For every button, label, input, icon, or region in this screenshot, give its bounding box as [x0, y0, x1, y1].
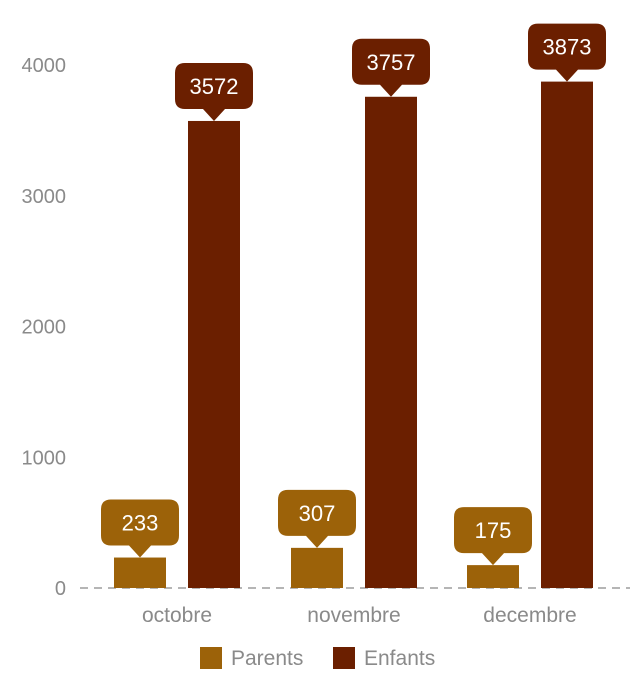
- legend-swatch: [200, 647, 222, 669]
- y-tick-label: 0: [55, 578, 66, 600]
- x-axis: octobre novembre decembre: [142, 604, 577, 627]
- legend-swatch: [333, 647, 355, 669]
- data-label: 175: [475, 518, 512, 543]
- data-labels: 233 307 175 3572 3757 3873: [101, 23, 606, 566]
- legend-label: Enfants: [364, 647, 435, 670]
- data-label: 3757: [367, 50, 416, 75]
- legend-label: Parents: [231, 647, 303, 670]
- x-tick-label: novembre: [307, 604, 400, 627]
- data-label-bubble: [278, 489, 356, 548]
- data-label-bubble: [101, 499, 179, 558]
- data-label-bubble: [528, 23, 606, 82]
- data-label: 3873: [543, 35, 592, 60]
- y-tick-label: 4000: [22, 55, 67, 77]
- bar-enfants-novembre: [365, 96, 417, 588]
- x-tick-label: octobre: [142, 604, 212, 627]
- data-label-bubble: [352, 38, 430, 97]
- x-tick-label: decembre: [483, 604, 576, 627]
- data-label: 233: [122, 511, 159, 536]
- bars: [114, 81, 593, 588]
- bar-enfants-octobre: [188, 120, 240, 588]
- y-tick-label: 3000: [22, 186, 67, 208]
- bar-parents-decembre: [467, 565, 519, 588]
- y-tick-label: 2000: [22, 317, 67, 339]
- bar-parents-novembre: [291, 547, 343, 588]
- data-label: 307: [299, 501, 336, 526]
- data-label-bubble: [175, 62, 253, 121]
- data-label-bubble: [454, 507, 532, 566]
- y-tick-label: 1000: [22, 447, 67, 469]
- bar-parents-octobre: [114, 557, 166, 588]
- bar-enfants-decembre: [541, 81, 593, 588]
- legend: Parents Enfants: [200, 647, 435, 670]
- y-axis: 0 1000 2000 3000 4000: [22, 55, 67, 600]
- data-label: 3572: [190, 74, 239, 99]
